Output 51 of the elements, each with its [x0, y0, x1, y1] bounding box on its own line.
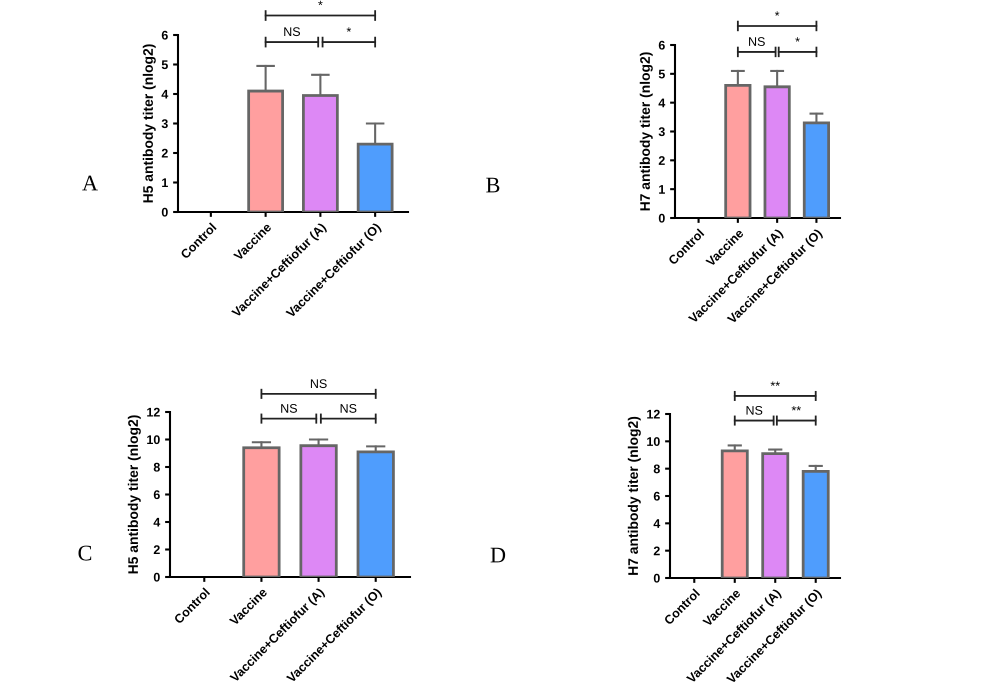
- y-tick-label: 4: [154, 518, 160, 527]
- annotation: NS: [340, 404, 356, 413]
- text: **: [792, 406, 801, 410]
- y-tick-label: 10: [147, 435, 160, 444]
- text: *: [795, 37, 800, 42]
- text: **: [770, 381, 780, 386]
- y-tick-label: 2: [162, 148, 168, 158]
- text: *: [774, 11, 780, 16]
- y-tick-label: 3: [162, 119, 168, 128]
- y-tick-label: 8: [154, 462, 160, 472]
- y-tick-label: 6: [154, 490, 160, 500]
- text: D: [490, 548, 506, 562]
- y-tick-label: 4: [654, 519, 660, 528]
- y-tick-label: 6: [162, 30, 168, 40]
- annotation: NS: [746, 406, 762, 415]
- annotation: NS: [749, 37, 765, 46]
- y-tick-label: 3: [658, 127, 665, 136]
- y-tick-label: 5: [162, 60, 168, 70]
- y-tick-label: 5: [658, 70, 665, 78]
- text: C: [78, 546, 92, 561]
- y-tick-label: 0: [654, 574, 660, 583]
- y-tick-label: 2: [654, 546, 660, 556]
- bar: [802, 470, 830, 578]
- y-tick-label: 6: [654, 492, 660, 501]
- y-tick-label: 0: [162, 208, 168, 217]
- bar: [761, 452, 790, 578]
- annotation: NS: [281, 404, 297, 413]
- y-axis-title: H5 antibody titer (nlog2): [128, 415, 141, 574]
- y-tick-label: 2: [658, 156, 665, 165]
- annotation: NS: [284, 27, 300, 36]
- y-tick-label: 10: [647, 437, 660, 446]
- y-tick-label: 12: [647, 410, 660, 419]
- text: A: [82, 176, 98, 190]
- bar: [720, 450, 749, 578]
- y-tick-label: 8: [654, 464, 660, 474]
- text: *: [346, 27, 352, 32]
- y-axis-title: H5 antibody titer (nlog2): [142, 44, 156, 202]
- y-tick-label: 2: [154, 545, 160, 554]
- y-tick-label: 4: [658, 98, 666, 108]
- y-axis-title: H7 antibody titer (nlog2): [628, 416, 641, 575]
- y-tick-label: 6: [658, 40, 665, 50]
- text: NS: [310, 379, 327, 388]
- y-tick-label: 1: [162, 178, 168, 188]
- y-tick-label: 12: [147, 408, 160, 417]
- text: B: [486, 178, 500, 192]
- y-tick-label: 0: [658, 214, 665, 223]
- y-tick-label: 0: [154, 572, 160, 582]
- y-axis-title: H7 antibody titer (nlog2): [640, 52, 653, 210]
- text: *: [318, 0, 323, 6]
- y-tick-label: 4: [162, 90, 168, 99]
- y-tick-label: 1: [659, 185, 665, 194]
